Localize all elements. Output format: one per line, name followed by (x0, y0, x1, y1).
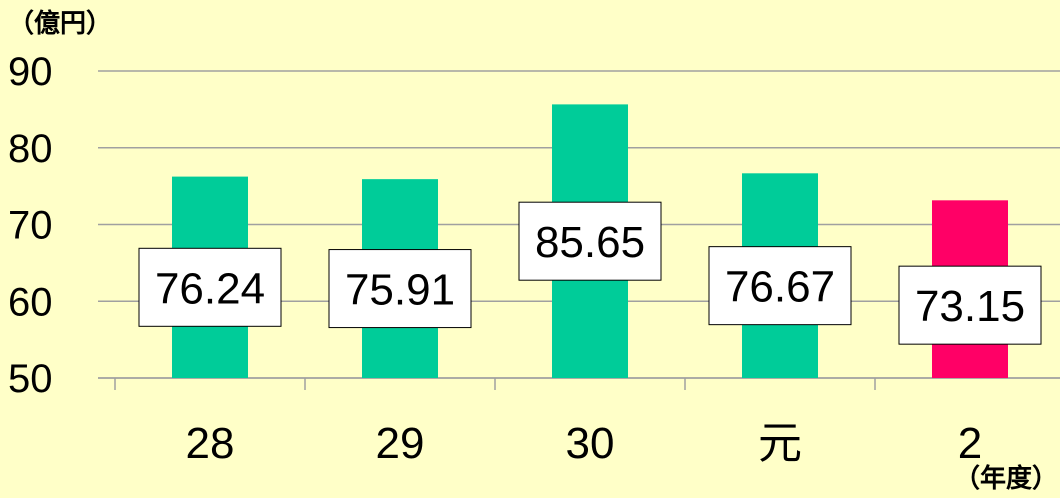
data-label-box (138, 247, 282, 327)
data-label-box (708, 246, 852, 326)
category-label: 元 (758, 419, 802, 468)
data-label: 75.91 (345, 266, 455, 315)
data-labels: 76.24 75.91 85.65 76.67 73.15 (138, 201, 1042, 345)
data-label: 85.65 (535, 218, 645, 267)
category-labels: 28 29 30 元 2 (186, 419, 983, 468)
data-label: 73.15 (915, 282, 1025, 331)
data-label: 76.67 (725, 263, 835, 312)
y-tick-label: 80 (8, 127, 53, 171)
data-label: 76.24 (155, 264, 265, 313)
data-label-box (518, 201, 662, 281)
y-tick-label: 70 (8, 204, 53, 248)
data-label-box (328, 249, 472, 329)
y-tick-label: 50 (8, 357, 53, 401)
x-axis-unit: （年度） (954, 463, 1058, 493)
y-tick-label: 90 (8, 50, 53, 94)
category-label: 30 (566, 419, 615, 468)
data-label-box (898, 265, 1042, 345)
category-label: 28 (186, 419, 235, 468)
category-label: 2 (958, 419, 982, 468)
y-axis-ticks: 90 80 70 60 50 (8, 50, 53, 401)
y-axis-unit: （億円） (8, 8, 112, 38)
category-label: 29 (376, 419, 425, 468)
y-tick-label: 60 (8, 280, 53, 324)
